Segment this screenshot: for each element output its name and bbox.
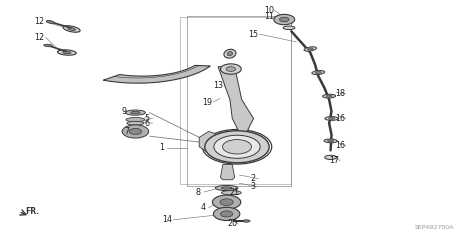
Text: 19: 19 <box>203 97 213 106</box>
Circle shape <box>274 14 295 25</box>
Text: 10: 10 <box>264 6 273 15</box>
Ellipse shape <box>326 95 332 97</box>
Ellipse shape <box>315 72 321 73</box>
Text: 2: 2 <box>250 174 255 183</box>
Ellipse shape <box>283 26 295 30</box>
Ellipse shape <box>127 121 144 125</box>
Text: 11: 11 <box>264 12 273 21</box>
Text: 6: 6 <box>145 119 150 128</box>
Ellipse shape <box>307 48 313 50</box>
Text: 16: 16 <box>335 114 345 123</box>
Ellipse shape <box>57 50 76 55</box>
Text: 12: 12 <box>35 17 45 26</box>
Ellipse shape <box>325 117 338 120</box>
Ellipse shape <box>221 191 241 195</box>
Text: 16: 16 <box>335 141 345 150</box>
Circle shape <box>205 131 269 163</box>
Text: 12: 12 <box>35 33 45 42</box>
Ellipse shape <box>304 47 317 51</box>
Text: 18: 18 <box>335 89 345 98</box>
Ellipse shape <box>63 26 80 32</box>
Ellipse shape <box>323 94 336 98</box>
Ellipse shape <box>131 111 140 114</box>
Polygon shape <box>218 67 254 133</box>
Ellipse shape <box>126 118 145 122</box>
Polygon shape <box>220 164 235 180</box>
Text: 9: 9 <box>122 107 127 116</box>
Text: 7: 7 <box>125 127 130 136</box>
Text: 13: 13 <box>213 81 223 90</box>
Ellipse shape <box>46 20 54 23</box>
Text: 8: 8 <box>196 187 201 196</box>
Circle shape <box>220 211 233 217</box>
Ellipse shape <box>328 118 335 119</box>
Polygon shape <box>199 132 216 155</box>
Text: 20: 20 <box>227 219 237 228</box>
Ellipse shape <box>212 200 241 204</box>
Circle shape <box>212 195 241 209</box>
Text: 21: 21 <box>229 187 240 196</box>
Text: FR.: FR. <box>25 207 39 216</box>
Circle shape <box>222 140 252 154</box>
Ellipse shape <box>243 220 250 222</box>
Ellipse shape <box>312 71 325 75</box>
Circle shape <box>213 207 240 220</box>
Circle shape <box>214 135 260 158</box>
Ellipse shape <box>126 110 146 115</box>
Circle shape <box>280 17 289 22</box>
Circle shape <box>122 125 149 138</box>
Ellipse shape <box>224 49 236 58</box>
Text: 1: 1 <box>159 143 164 152</box>
Ellipse shape <box>324 139 337 143</box>
Circle shape <box>226 67 236 71</box>
Ellipse shape <box>215 185 238 191</box>
Circle shape <box>129 128 142 135</box>
Text: 15: 15 <box>248 30 259 39</box>
Text: 17: 17 <box>329 156 339 165</box>
Ellipse shape <box>325 155 337 160</box>
Text: 3: 3 <box>250 182 255 191</box>
Ellipse shape <box>328 140 334 142</box>
Ellipse shape <box>63 51 71 54</box>
Text: SEP492700A: SEP492700A <box>415 225 455 230</box>
Circle shape <box>220 199 233 205</box>
Circle shape <box>220 64 241 74</box>
Ellipse shape <box>44 44 52 47</box>
Ellipse shape <box>68 27 75 30</box>
Text: 14: 14 <box>162 215 172 224</box>
Ellipse shape <box>122 130 149 133</box>
Text: 4: 4 <box>201 203 205 212</box>
Polygon shape <box>103 65 210 83</box>
Ellipse shape <box>227 52 233 56</box>
Ellipse shape <box>221 187 232 189</box>
Text: 5: 5 <box>145 114 150 123</box>
